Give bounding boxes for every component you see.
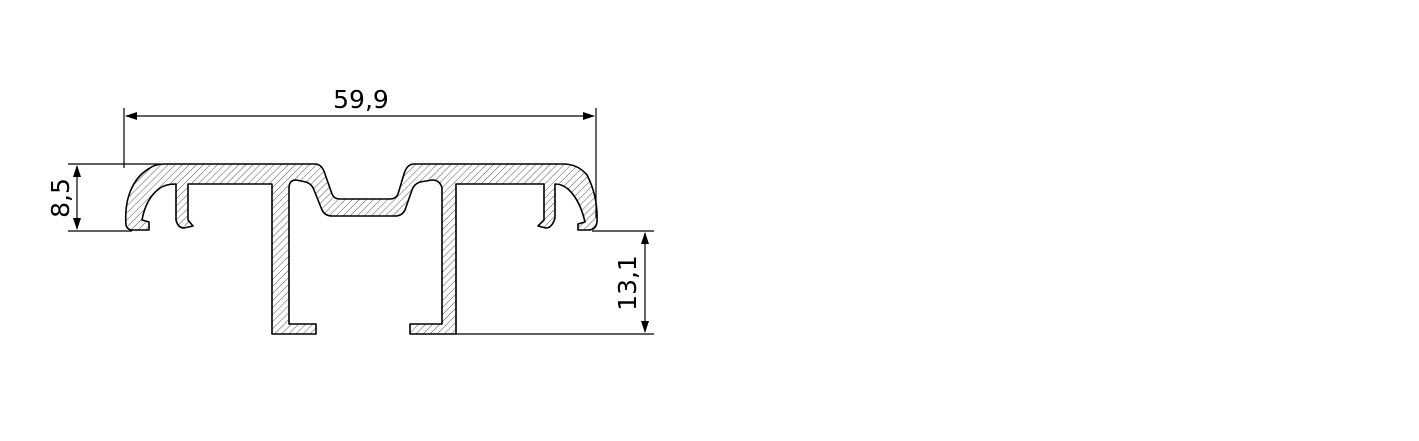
height-dimension-label-left: 8,5 xyxy=(46,178,75,218)
width-dimension-label: 59,9 xyxy=(333,85,389,114)
height-dimension-label-right: 13,1 xyxy=(613,255,642,311)
profile-section xyxy=(124,163,598,335)
